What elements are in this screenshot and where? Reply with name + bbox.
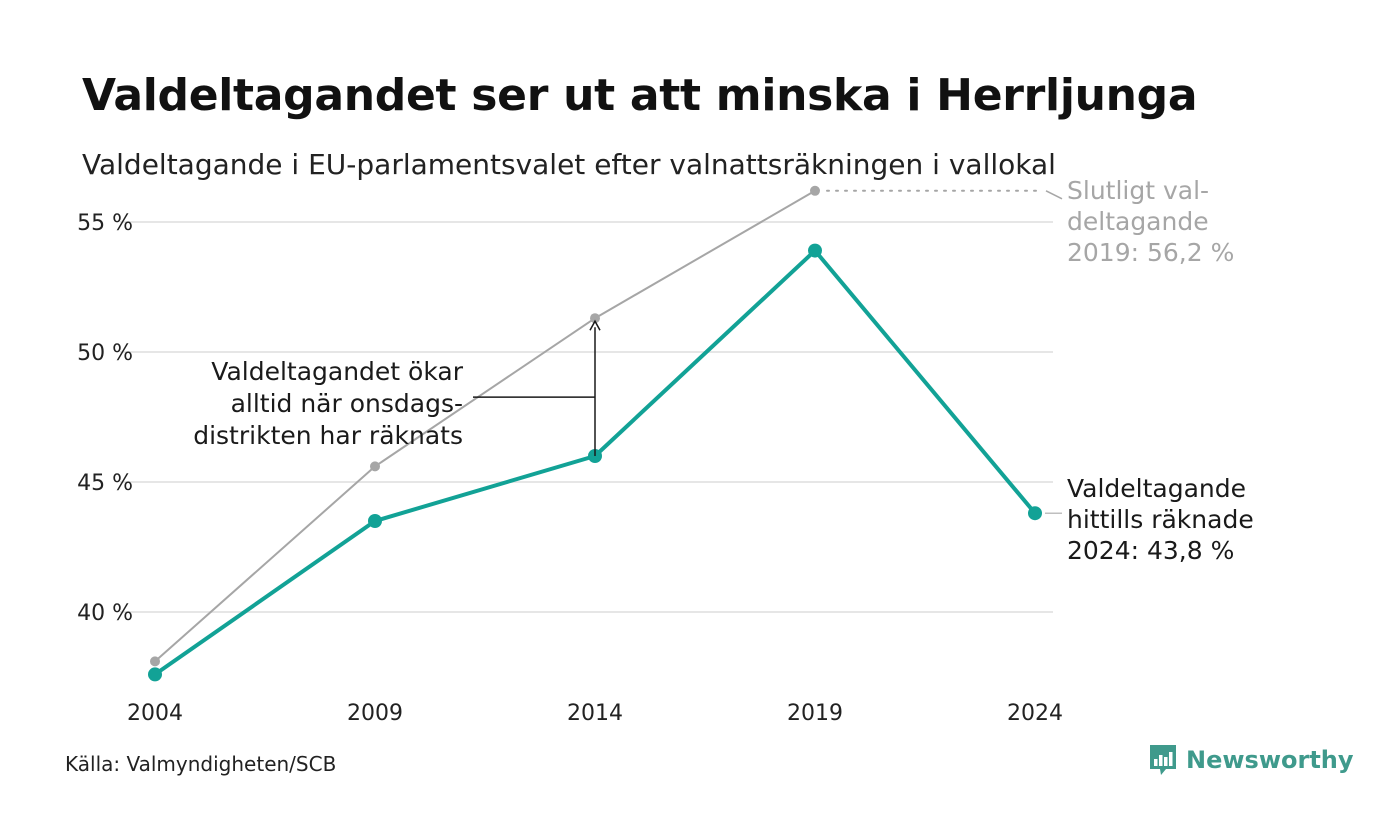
annotation-line: 2024: 43,8 % [1067,536,1234,565]
final-2019-annotation: Slutligt val-deltagande 2019: 56,2 % [1067,176,1234,267]
series-counted-turnout [148,243,1042,682]
data-point [810,185,820,196]
counted-2024-annotation: Valdeltagande hittills räknade 2024: 43,8 … [1067,474,1254,565]
data-point [590,313,600,324]
annotation-line: alltid när onsdags- [231,389,463,418]
annotation-line: Valdeltagande [1067,474,1246,503]
series-line [154,189,816,663]
y-tick-label: 55 % [77,211,133,236]
chart-title: Valdeltagandet ser ut att minska i Herrl… [82,70,1198,121]
series-final-turnout [150,185,820,667]
y-tick-label: 40 % [77,601,133,626]
brand-logo[interactable]: Newsworthy [1148,743,1354,777]
annotation-line: Valdeltagandet ökar [211,357,463,386]
x-axis-ticks: 2004 2009 2014 2019 2024 [127,701,1063,726]
y-tick-label: 45 % [77,471,133,496]
leader-line [1045,190,1063,200]
x-tick-label: 2019 [787,701,843,726]
annotation-line: distrikten har räknats [193,421,463,450]
data-point [368,514,382,528]
annotation-line: deltagande [1067,207,1209,236]
data-point [1028,506,1042,521]
x-tick-label: 2009 [347,701,403,726]
data-point [808,243,822,258]
data-point [148,667,162,682]
arrow-head [589,319,601,331]
y-axis-ticks: 40 % 45 % 50 % 55 % [77,211,133,626]
y-tick-label: 50 % [77,341,133,366]
data-point [370,461,380,472]
annotation-line: Slutligt val- [1067,176,1209,205]
brand-name: Newsworthy [1186,746,1354,774]
annotation-line: hittills räknade [1067,505,1254,534]
x-tick-label: 2004 [127,701,183,726]
data-point [150,656,160,667]
source-note: Källa: Valmyndigheten/SCB [65,752,337,776]
x-tick-label: 2024 [1007,701,1063,726]
middle-annotation: Valdeltagandet ökar alltid när onsdags-di… [193,357,463,450]
x-tick-label: 2014 [567,701,623,726]
annotation-line: 2019: 56,2 % [1067,238,1234,267]
chart-subtitle: Valdeltagande i EU-parlamentsvalet efter… [82,148,1056,181]
newsworthy-logo-icon [1150,745,1176,775]
annotations: Slutligt val-deltagande 2019: 56,2 % Valde… [193,176,1253,565]
